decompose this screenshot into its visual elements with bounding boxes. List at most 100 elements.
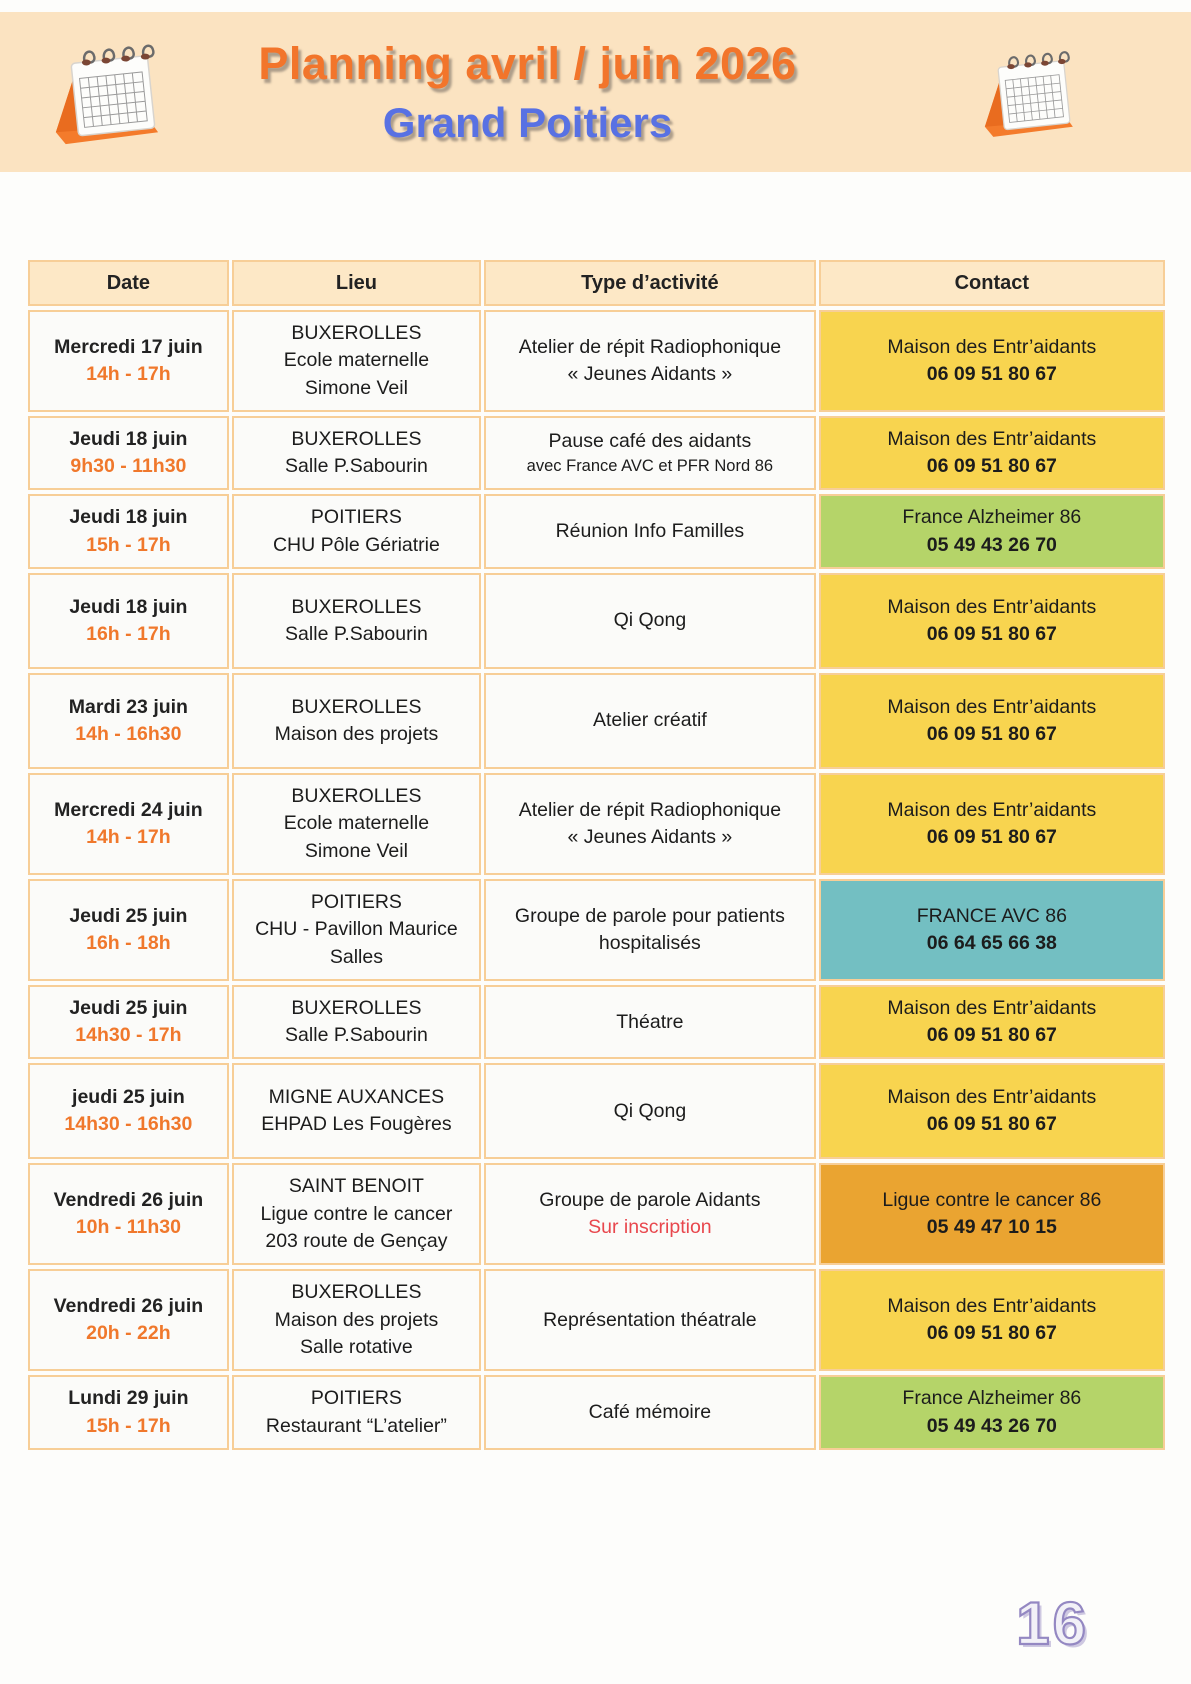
- location-cell: BUXEROLLES Ecole maternelle Simone Veil: [231, 773, 482, 875]
- date-cell: Jeudi 18 juin 9h30 - 11h30: [28, 415, 229, 491]
- activity-cell: Pause café des aidants avec France AVC et…: [484, 415, 816, 491]
- event-time: 15h - 17h: [86, 533, 171, 556]
- column-header-lieu: Lieu: [231, 260, 482, 306]
- location-cell: BUXEROLLES Salle P.Sabourin: [231, 984, 482, 1060]
- location-cell: POITIERS Restaurant “L’atelier”: [231, 1375, 482, 1450]
- event-date: Lundi 29 juin: [68, 1387, 189, 1410]
- event-time: 16h - 18h: [86, 931, 171, 954]
- location-line: BUXEROLLES: [291, 427, 422, 450]
- contact-cell: France Alzheimer 86 05 49 43 26 70: [818, 494, 1165, 570]
- contact-phone: 06 09 51 80 67: [926, 362, 1057, 385]
- contact-cell: Maison des Entr’aidants 06 09 51 80 67: [818, 1063, 1165, 1160]
- activity-line: Représentation théatrale: [543, 1308, 757, 1331]
- contact-cell: France Alzheimer 86 05 49 43 26 70: [818, 1375, 1165, 1450]
- contact-phone: 06 09 51 80 67: [926, 826, 1057, 849]
- date-cell: Lundi 29 juin 15h - 17h: [28, 1375, 229, 1450]
- location-line: Salle P.Sabourin: [285, 455, 428, 478]
- location-line: CHU - Pavillon Maurice: [255, 918, 458, 941]
- event-date: Mercredi 17 juin: [54, 335, 203, 358]
- activity-cell: Théatre: [484, 984, 816, 1060]
- event-time: 14h - 17h: [86, 362, 171, 385]
- contact-cell: Maison des Entr’aidants 06 09 51 80 67: [818, 415, 1165, 491]
- activity-line: Atelier de répit Radiophonique: [518, 798, 782, 821]
- contact-phone: 06 09 51 80 67: [926, 1024, 1057, 1047]
- event-time: 14h - 17h: [86, 826, 171, 849]
- contact-phone: 06 09 51 80 67: [926, 723, 1057, 746]
- date-cell: Jeudi 18 juin 15h - 17h: [28, 494, 229, 570]
- date-cell: jeudi 25 juin 14h30 - 16h30: [28, 1063, 229, 1160]
- location-line: Ecole maternelle: [283, 812, 430, 835]
- activity-line: Atelier de répit Radiophonique: [518, 335, 782, 358]
- location-cell: POITIERS CHU Pôle Gériatrie: [231, 494, 482, 570]
- location-line: Salles: [329, 945, 383, 968]
- activity-line: Atelier créatif: [592, 709, 707, 732]
- contact-phone: 05 49 43 26 70: [926, 1414, 1057, 1437]
- contact-cell: Maison des Entr’aidants 06 09 51 80 67: [818, 984, 1165, 1060]
- title-block: Planning avril / juin 2026 Grand Poitier…: [258, 38, 796, 147]
- contact-name: Maison des Entr’aidants: [887, 996, 1097, 1019]
- contact-name: Maison des Entr’aidants: [887, 798, 1097, 821]
- contact-name: Maison des Entr’aidants: [887, 695, 1097, 718]
- table-row: Jeudi 18 juin 9h30 - 11h30 BUXEROLLES Salle…: [28, 415, 1165, 491]
- event-time: 14h - 16h30: [75, 723, 182, 746]
- date-cell: Vendredi 26 juin 20h - 22h: [28, 1269, 229, 1372]
- activity-cell: Qi Qong: [484, 1063, 816, 1160]
- contact-cell: Maison des Entr’aidants 06 09 51 80 67: [818, 773, 1165, 875]
- location-line: MIGNE AUXANCES: [268, 1086, 445, 1109]
- date-cell: Jeudi 25 juin 16h - 18h: [28, 878, 229, 981]
- location-line: EHPAD Les Fougères: [261, 1113, 452, 1136]
- activity-cell: Groupe de parole pour patients hospitalis…: [484, 878, 816, 981]
- event-time: 14h30 - 17h: [75, 1024, 182, 1047]
- contact-phone: 06 09 51 80 67: [926, 1113, 1057, 1136]
- location-line: BUXEROLLES: [291, 996, 422, 1019]
- event-time: 20h - 22h: [86, 1322, 171, 1345]
- activity-cell: Atelier créatif: [484, 673, 816, 770]
- location-cell: BUXEROLLES Ecole maternelle Simone Veil: [231, 310, 482, 412]
- calendar-icon: [984, 51, 1073, 137]
- calendar-icon: [55, 44, 159, 145]
- date-cell: Mardi 23 juin 14h - 16h30: [28, 673, 229, 770]
- header-row: Date Lieu Type d’activité Contact: [28, 260, 1165, 306]
- planning-table-wrapper: Date Lieu Type d’activité Contact Mercre…: [25, 256, 1168, 1454]
- contact-name: Maison des Entr’aidants: [887, 427, 1097, 450]
- event-time: 16h - 17h: [86, 623, 171, 646]
- activity-note: Sur inscription: [588, 1216, 712, 1239]
- date-cell: Vendredi 26 juin 10h - 11h30: [28, 1163, 229, 1266]
- event-time: 10h - 11h30: [75, 1216, 181, 1239]
- activity-cell: Café mémoire: [484, 1375, 816, 1450]
- contact-phone: 05 49 43 26 70: [926, 533, 1057, 556]
- contact-cell: Maison des Entr’aidants 06 09 51 80 67: [818, 573, 1165, 670]
- activity-cell: Qi Qong: [484, 573, 816, 670]
- header-banner: Planning avril / juin 2026 Grand Poitier…: [0, 12, 1191, 172]
- planning-table: Date Lieu Type d’activité Contact Mercre…: [25, 256, 1168, 1454]
- activity-cell: Représentation théatrale: [484, 1269, 816, 1372]
- activity-cell: Atelier de répit Radiophonique « Jeunes A…: [484, 310, 816, 412]
- activity-line: Groupe de parole pour patients: [514, 904, 785, 927]
- event-time: 15h - 17h: [86, 1414, 171, 1437]
- event-date: Vendredi 26 juin: [53, 1189, 204, 1212]
- event-date: Jeudi 25 juin: [69, 904, 188, 927]
- activity-line: « Jeunes Aidants »: [567, 362, 733, 385]
- location-line: Maison des projets: [274, 1308, 439, 1331]
- contact-phone: 05 49 47 10 15: [926, 1216, 1057, 1239]
- location-line: POITIERS: [310, 506, 402, 529]
- table-row: Jeudi 25 juin 16h - 18h POITIERS CHU - Pavi…: [28, 878, 1165, 981]
- activity-line: Qi Qong: [613, 609, 687, 632]
- contact-name: France Alzheimer 86: [902, 1387, 1082, 1410]
- table-row: jeudi 25 juin 14h30 - 16h30 MIGNE AUXANCES…: [28, 1063, 1165, 1160]
- contact-phone: 06 64 65 66 38: [926, 931, 1057, 954]
- event-date: jeudi 25 juin: [72, 1086, 185, 1109]
- location-line: Simone Veil: [304, 839, 408, 862]
- column-header-date: Date: [28, 260, 229, 306]
- contact-cell: FRANCE AVC 86 06 64 65 66 38: [818, 878, 1165, 981]
- activity-cell: Réunion Info Familles: [484, 494, 816, 570]
- contact-name: France Alzheimer 86: [902, 506, 1082, 529]
- event-date: Vendredi 26 juin: [53, 1294, 204, 1317]
- location-cell: POITIERS CHU - Pavillon Maurice Salles: [231, 878, 482, 981]
- location-line: Salle P.Sabourin: [285, 1024, 428, 1047]
- contact-name: FRANCE AVC 86: [916, 904, 1067, 927]
- location-line: Restaurant “L’atelier”: [265, 1414, 447, 1437]
- activity-line: « Jeunes Aidants »: [567, 826, 733, 849]
- contact-phone: 06 09 51 80 67: [926, 455, 1057, 478]
